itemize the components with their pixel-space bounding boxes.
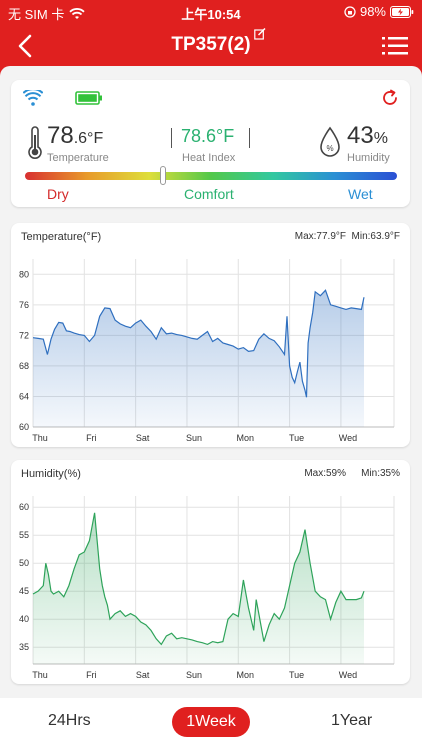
temperature-whole: 78: [47, 122, 74, 149]
temperature-chart[interactable]: 60 64 68 72 76 80 Thu Fri Sat Sun Mon Tue Wed: [11, 223, 410, 447]
range-tab-bar: 24Hrs 1Week 1Year: [0, 698, 422, 750]
wifi-icon: [69, 7, 85, 19]
temperature-chart-title: Temperature(°F): [21, 231, 102, 243]
scale-label-wet: Wet: [348, 186, 373, 202]
humidity-label: Humidity: [347, 152, 390, 164]
divider-left: [171, 128, 172, 148]
humidity-xtick-label: Sat: [136, 670, 150, 680]
humidity-chart-card: Humidity(%) Max:59% Min:35% 35 40 45 50 55 60…: [11, 460, 410, 684]
temperature-xtick-label: Fri: [86, 433, 97, 443]
svg-text:%: %: [326, 144, 333, 153]
divider-right: [249, 128, 250, 148]
thermometer-icon: [28, 126, 42, 159]
humidity-ytick-label: 45: [19, 586, 29, 596]
temperature-xtick-label: Tue: [289, 433, 304, 443]
humidity-series-line: [32, 512, 365, 646]
wifi-icon: [23, 90, 43, 106]
comfort-scale-marker: [159, 166, 166, 185]
temperature-chart-card: Temperature(°F) Max:77.9°F Min:63.9°F 60…: [11, 223, 410, 447]
status-time: 上午10:54: [181, 7, 241, 22]
temperature-xtick-label: Sun: [186, 433, 202, 443]
temperature-xtick-label: Sat: [136, 433, 150, 443]
humidity-chart-title: Humidity(%): [21, 468, 81, 480]
back-icon[interactable]: [12, 32, 40, 60]
humidity-ytick-label: 35: [19, 642, 29, 652]
humidity-max: Max:59%: [304, 468, 346, 479]
humidity-area: [33, 512, 364, 664]
page-title: TP357(2): [171, 34, 251, 55]
battery-charging-icon: [390, 5, 414, 18]
edit-icon[interactable]: [254, 28, 266, 40]
tab-1year[interactable]: 1Year: [331, 712, 373, 729]
humidity-xtick-label: Tue: [289, 670, 304, 680]
humidity-ytick-label: 60: [19, 502, 29, 512]
temperature-series-line: [32, 289, 365, 398]
humidity-xtick-label: Thu: [32, 670, 48, 680]
tab-24hrs[interactable]: 24Hrs: [48, 712, 91, 729]
summary-card: 78.6°F Temperature 78.6°F Heat Index % 4…: [11, 80, 410, 207]
temperature-xtick-label: Thu: [32, 433, 48, 443]
battery-percent: 98%: [359, 4, 386, 19]
temperature-ytick-label: 64: [19, 391, 29, 401]
temperature-max: Max:77.9°F: [294, 231, 346, 242]
heat-index-value: 78.6°F: [181, 126, 235, 146]
nav-bar: TP357(2): [0, 24, 422, 68]
humidity-xtick-label: Sun: [186, 670, 202, 680]
temperature-ytick-label: 60: [19, 422, 29, 432]
heat-index-label: Heat Index: [182, 152, 236, 164]
orientation-lock-icon: [344, 5, 356, 18]
humidity-xtick-label: Wed: [339, 670, 357, 680]
humidity-min: Min:35%: [361, 468, 400, 479]
status-left: 无 SIM 卡: [8, 4, 85, 23]
temperature-decimal: .6: [73, 130, 88, 147]
temperature-ytick-label: 80: [19, 269, 29, 279]
temperature-ytick-label: 76: [19, 300, 29, 310]
battery-icon: [75, 91, 102, 105]
humidity-unit: %: [373, 130, 388, 147]
scale-label-dry: Dry: [47, 186, 69, 202]
humidity-ytick-label: 50: [19, 558, 29, 568]
humidity-value: 43: [347, 122, 374, 149]
humidity-chart[interactable]: 35 40 45 50 55 60 Thu Fri Sat Sun Mon Tue Wed: [11, 460, 410, 684]
tab-1week[interactable]: 1Week: [172, 707, 250, 737]
comfort-scale-bar: [25, 172, 397, 180]
temperature-xtick-label: Mon: [237, 433, 255, 443]
humidity-drop-icon: %: [320, 126, 340, 157]
carrier-text: 无 SIM 卡: [8, 7, 65, 22]
temperature-min: Min:63.9°F: [351, 231, 400, 242]
temperature-ytick-label: 72: [19, 330, 29, 340]
humidity-ytick-label: 40: [19, 614, 29, 624]
temperature-xtick-label: Wed: [339, 433, 357, 443]
humidity-reading: 43%: [347, 122, 388, 150]
scale-label-comfort: Comfort: [184, 186, 234, 202]
temperature-area: [33, 290, 364, 427]
refresh-icon[interactable]: [381, 89, 399, 107]
humidity-xtick-label: Mon: [237, 670, 255, 680]
temperature-label: Temperature: [47, 152, 109, 164]
temperature-unit: °F: [87, 130, 104, 147]
humidity-xtick-label: Fri: [86, 670, 97, 680]
temperature-reading: 78.6°F: [47, 122, 103, 150]
menu-icon[interactable]: [382, 34, 408, 58]
temperature-ytick-label: 68: [19, 361, 29, 371]
content-area: 78.6°F Temperature 78.6°F Heat Index % 4…: [0, 66, 422, 750]
humidity-ytick-label: 55: [19, 530, 29, 540]
status-right: 98%: [344, 4, 414, 19]
status-bar: 无 SIM 卡 上午10:54 98%: [0, 0, 422, 24]
